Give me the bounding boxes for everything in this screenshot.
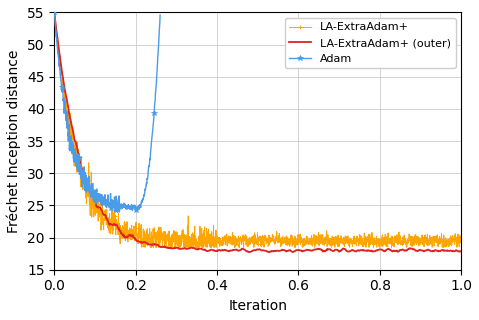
- LA-ExtraAdam+: [51, 11, 57, 14]
- LA-ExtraAdam+ (outer): [458, 249, 464, 253]
- LA-ExtraAdam+ (outer): [361, 248, 366, 252]
- LA-ExtraAdam+ (outer): [77, 156, 82, 160]
- LA-ExtraAdam+ (outer): [246, 250, 251, 254]
- Adam: [157, 13, 163, 17]
- Adam: [67, 147, 73, 151]
- LA-ExtraAdam+: [245, 241, 251, 245]
- LA-ExtraAdam+: [347, 237, 353, 241]
- LA-ExtraAdam+: [446, 244, 452, 248]
- Line: LA-ExtraAdam+: LA-ExtraAdam+: [52, 10, 464, 250]
- Legend: LA-ExtraAdam+, LA-ExtraAdam+ (outer), Adam: LA-ExtraAdam+, LA-ExtraAdam+ (outer), Ad…: [285, 18, 456, 68]
- LA-ExtraAdam+: [226, 236, 231, 240]
- LA-ExtraAdam+: [142, 245, 148, 249]
- LA-ExtraAdam+: [458, 236, 464, 240]
- Adam: [125, 204, 131, 207]
- LA-ExtraAdam+: [425, 238, 431, 242]
- Line: LA-ExtraAdam+ (outer): LA-ExtraAdam+ (outer): [54, 12, 461, 252]
- LA-ExtraAdam+ (outer): [402, 249, 408, 253]
- Adam: [112, 210, 118, 214]
- Adam: [103, 204, 109, 208]
- LA-ExtraAdam+ (outer): [299, 249, 305, 253]
- Line: Adam: Adam: [52, 10, 163, 215]
- LA-ExtraAdam+ (outer): [51, 11, 57, 14]
- Adam: [100, 203, 105, 207]
- X-axis label: Iteration: Iteration: [228, 299, 287, 313]
- Adam: [51, 11, 57, 14]
- LA-ExtraAdam+ (outer): [288, 249, 294, 253]
- Y-axis label: Fréchet Inception distance: Fréchet Inception distance: [7, 49, 22, 233]
- Adam: [94, 199, 100, 203]
- Adam: [68, 136, 74, 140]
- LA-ExtraAdam+ (outer): [311, 248, 317, 252]
- LA-ExtraAdam+: [222, 239, 228, 243]
